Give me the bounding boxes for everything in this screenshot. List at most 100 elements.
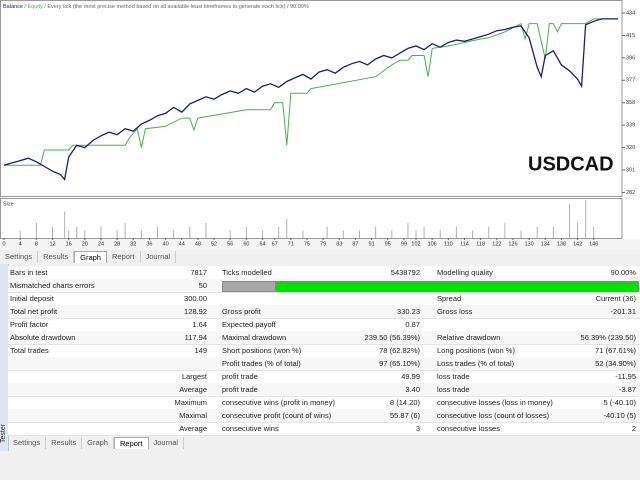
size-bar — [68, 230, 70, 238]
size-bar — [536, 226, 538, 238]
x-tick-label: 60 — [243, 241, 249, 247]
y-tick-label: 396 — [626, 55, 635, 61]
tab[interactable]: Results — [46, 437, 83, 449]
x-tick-label: 24 — [98, 241, 104, 247]
tab[interactable]: Graph — [82, 437, 114, 449]
report-row: Maximal consecutive profit (count of wins… — [8, 409, 640, 423]
model-text: Every tick (the most precise method base… — [47, 4, 285, 10]
report-table: Bars in test 7817 Ticks modelled 5438792 Mod… — [8, 266, 640, 436]
report-row: Largest profit trade 49.99 loss trade -11.95 — [8, 370, 640, 384]
quality-bar-gray — [222, 281, 277, 292]
report-value: 117.94 — [184, 333, 207, 342]
report-value: 3 — [415, 424, 420, 433]
size-bar — [577, 222, 579, 238]
report-label: Ticks modelled — [222, 268, 272, 277]
report-label: Maximal drawdown — [222, 333, 287, 342]
x-tick-label: 87 — [352, 241, 358, 247]
report-value: 149 — [194, 346, 207, 355]
x-tick-label: 99 — [401, 241, 407, 247]
size-bar — [100, 226, 102, 238]
x-tick-label: 91 — [369, 241, 375, 247]
size-bar — [52, 226, 54, 238]
x-tick-label: 130 — [525, 241, 534, 247]
report-value: 1.64 — [192, 320, 207, 329]
x-tick-label: 142 — [573, 241, 582, 247]
size-bar — [262, 230, 264, 238]
report-label: consecutive wins (profit in money) — [222, 398, 335, 407]
tab[interactable]: Journal — [141, 251, 177, 263]
size-bar — [472, 230, 474, 238]
x-tick-label: 75 — [304, 241, 310, 247]
tabs-bottom: Settings Results Graph Report Journal — [8, 437, 185, 449]
size-bar — [504, 222, 506, 238]
size-bar — [116, 230, 118, 238]
report-label: consecutive loss (count of losses) — [437, 411, 550, 420]
symbol-label: USDCAD — [528, 153, 614, 175]
size-bar — [35, 222, 37, 238]
tab[interactable]: Results — [38, 251, 75, 263]
x-axis-band — [0, 239, 640, 250]
size-bar — [375, 226, 377, 238]
report-label: Loss trades (% of total) — [437, 359, 515, 368]
tab[interactable]: Report — [107, 251, 141, 263]
x-tick-label: 114 — [460, 241, 469, 247]
size-bar — [326, 226, 328, 238]
report-row: Profit trades (% of total) 97 (65.10%) Los… — [8, 357, 640, 371]
x-tick-label: 4 — [19, 241, 22, 247]
chart-header: Balance / Equity / Every tick (the most … — [3, 4, 309, 10]
size-bar — [593, 226, 595, 238]
x-tick-label: 32 — [130, 241, 136, 247]
size-bar — [286, 219, 288, 238]
size-bar — [439, 230, 441, 238]
report-label: consecutive losses — [437, 424, 500, 433]
x-tick-label: 110 — [444, 241, 453, 247]
size-bar — [520, 230, 522, 238]
report-label: Total trades — [10, 346, 49, 355]
report-value: 5438792 — [390, 268, 420, 277]
size-bar — [585, 200, 587, 238]
report-label: Modelling quality — [437, 268, 493, 277]
size-bar — [19, 230, 21, 238]
x-tick-label: 44 — [179, 241, 185, 247]
x-tick-label: 83 — [336, 241, 342, 247]
tab[interactable]: Graph — [74, 251, 107, 263]
x-tick-label: 67 — [272, 241, 278, 247]
y-tick-label: 377 — [626, 78, 635, 84]
report-label: Spread — [437, 294, 462, 303]
report-value: 97 (65.10%) — [379, 359, 420, 368]
x-tick-label: 118 — [476, 241, 485, 247]
report-row: Initial deposit 300.00 Spread Current (36) — [8, 292, 640, 306]
separator: / — [286, 4, 291, 10]
report-value: 52 (34.90%) — [595, 359, 636, 368]
report-value: -11.95 — [615, 372, 636, 381]
report-label: Relative drawdown — [437, 333, 501, 342]
x-tick-label: 146 — [589, 241, 598, 247]
tabs-top: Settings Results Graph Report Journal — [0, 251, 177, 263]
report-label: consecutive wins — [222, 424, 279, 433]
report-value: 55.87 (6) — [389, 411, 420, 420]
size-bar — [302, 230, 304, 238]
x-tick-label: 71 — [288, 241, 294, 247]
size-bar — [64, 211, 66, 238]
size-plot-frame — [0, 198, 623, 239]
quality-bar-green — [275, 281, 639, 292]
size-bar — [84, 230, 86, 238]
tab[interactable]: Settings — [8, 437, 47, 449]
tab[interactable]: Report — [113, 437, 149, 449]
x-tick-label: 8 — [35, 241, 38, 247]
report-row: Absolute drawdown 117.94 Maximal drawdown 2… — [8, 331, 640, 345]
tab[interactable]: Journal — [149, 437, 185, 449]
report-value: -3.87 — [618, 385, 636, 394]
tester-label: Tester — [0, 423, 8, 444]
x-tick-label: 36 — [146, 241, 152, 247]
x-tick-label: 52 — [211, 241, 217, 247]
report-label: Total net profit — [10, 307, 58, 316]
report-row: Total net profit 128.92 Gross profit 330.23… — [8, 305, 640, 319]
separator: / — [23, 4, 28, 10]
report-value: 7817 — [190, 268, 207, 277]
report-value: 239.50 (56.39%) — [364, 333, 420, 342]
tab[interactable]: Settings — [0, 251, 39, 263]
main-plot-frame — [0, 0, 623, 197]
x-tick-label: 79 — [320, 241, 326, 247]
